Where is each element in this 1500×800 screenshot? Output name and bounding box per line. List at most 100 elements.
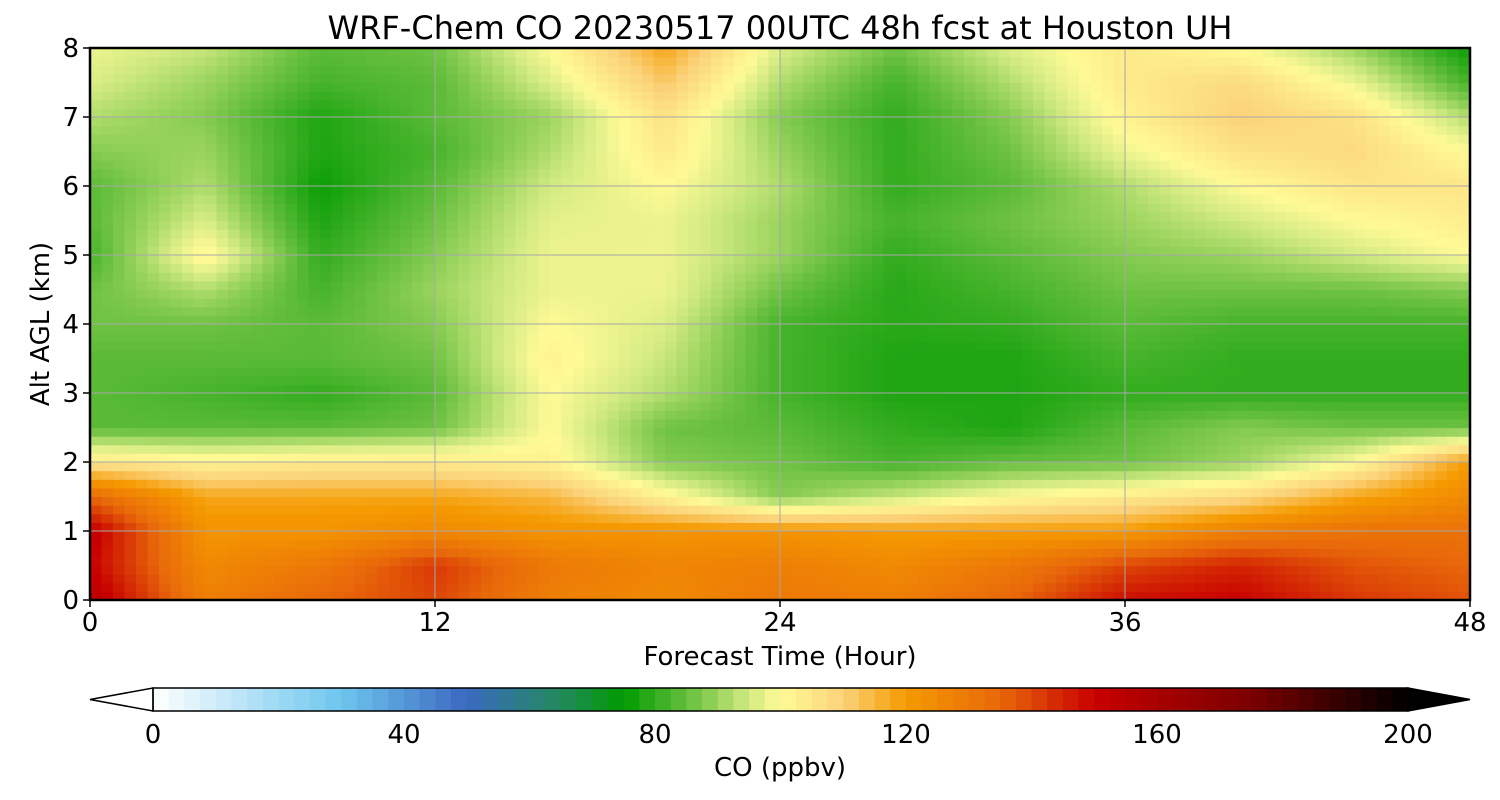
heatmap-cell [642,160,655,170]
heatmap-cell [136,142,149,153]
heatmap-cell [665,410,678,420]
heatmap-cell [814,582,827,592]
heatmap-cell [228,65,241,75]
heatmap-cell [906,531,919,541]
heatmap-cell [550,82,563,92]
heatmap-cell [722,531,735,541]
heatmap-cell [837,436,850,446]
heatmap-cell [205,487,218,498]
heatmap-cell [607,194,620,204]
heatmap-cell [711,160,724,170]
heatmap-cell [906,315,919,325]
heatmap-cell [906,151,919,161]
heatmap-cell [251,479,264,489]
heatmap-cell [366,203,379,213]
heatmap-cell [780,341,793,351]
heatmap-cell [435,73,448,84]
heatmap-cell [561,548,574,558]
heatmap-cell [297,289,310,299]
heatmap-cell [872,384,885,394]
heatmap-cell [262,168,275,178]
heatmap-cell [906,358,919,368]
heatmap-cell [734,56,747,66]
heatmap-cell [400,427,413,437]
heatmap-cell [826,324,839,334]
heatmap-cell [596,384,609,394]
heatmap-cell [182,513,195,523]
heatmap-cell [412,125,425,135]
heatmap-cell [757,91,770,101]
heatmap-cell [504,487,517,498]
heatmap-cell [205,91,218,101]
heatmap-cell [711,203,724,213]
heatmap-cell [308,462,321,472]
heatmap-cell [412,211,425,222]
heatmap-cell [320,220,333,230]
heatmap-cell [791,427,804,437]
heatmap-cell [515,444,528,454]
heatmap-cell [343,367,356,377]
heatmap-cell [803,211,816,222]
heatmap-cell [101,82,114,92]
heatmap-cell [975,393,988,403]
heatmap-cell [354,462,367,472]
heatmap-cell [745,479,758,489]
heatmap-cell [492,479,505,489]
heatmap-cell [435,582,448,592]
heatmap-cell [308,479,321,489]
heatmap-cell [504,453,517,463]
heatmap-cell [297,108,310,118]
heatmap-cell [400,211,413,222]
heatmap-cell [262,410,275,420]
heatmap-cell [435,513,448,523]
heatmap-cell [538,401,551,411]
heatmap-cell [239,582,252,592]
heatmap-cell [722,263,735,273]
heatmap-cell [596,117,609,127]
heatmap-cell [446,401,459,411]
heatmap-cell [377,73,390,84]
heatmap-cell [952,65,965,75]
heatmap-cell [412,427,425,437]
heatmap-cell [412,229,425,239]
heatmap-cell [274,306,287,316]
heatmap-cell [159,462,172,472]
heatmap-cell [826,375,839,385]
heatmap-cell [584,522,597,532]
heatmap-cell [975,401,988,411]
heatmap-cell [412,73,425,84]
heatmap-cell [182,211,195,222]
heatmap-cell [331,108,344,118]
heatmap-cell [481,91,494,101]
heatmap-cell [895,65,908,75]
heatmap-cell [550,298,563,308]
heatmap-cell [504,539,517,549]
heatmap-cell [607,401,620,411]
heatmap-cell [182,117,195,127]
heatmap-cell [550,591,563,600]
heatmap-cell [515,358,528,368]
heatmap-cell [446,444,459,454]
heatmap-cell [699,574,712,584]
heatmap-cell [757,177,770,187]
heatmap-cell [515,470,528,480]
heatmap-cell [377,384,390,394]
heatmap-cell [573,160,586,170]
heatmap-cell [193,168,206,178]
heatmap-cell [653,479,666,489]
heatmap-cell [159,177,172,187]
heatmap-cell [331,117,344,127]
heatmap-cell [354,306,367,316]
heatmap-cell [170,470,183,480]
heatmap-cell [883,505,896,515]
heatmap-cell [711,73,724,84]
heatmap-cell [297,229,310,239]
heatmap-cell [90,117,103,127]
heatmap-cell [837,427,850,437]
heatmap-cell [573,401,586,411]
heatmap-cell [308,82,321,92]
heatmap-cell [193,324,206,334]
heatmap-cell [964,453,977,463]
heatmap-cell [251,582,264,592]
heatmap-cell [895,531,908,541]
